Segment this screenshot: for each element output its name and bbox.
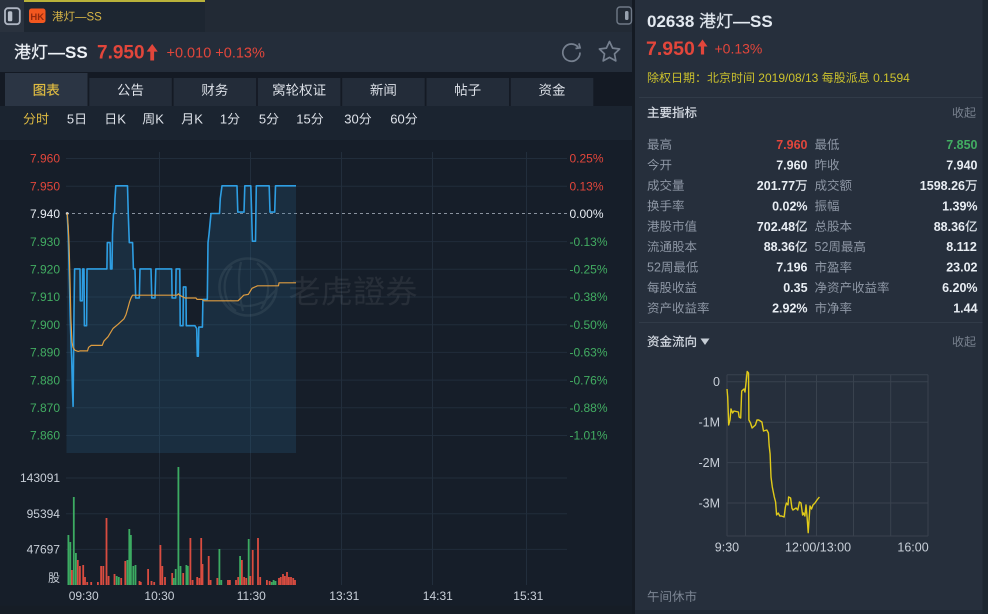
svg-text:30: 30 [344, 112, 358, 127]
svg-text:5: 5 [259, 112, 266, 127]
svg-text:2.92%: 2.92% [772, 302, 807, 316]
svg-text:-0.38%: -0.38% [570, 290, 608, 304]
svg-text:7.950: 7.950 [646, 38, 695, 60]
svg-text:0.25%: 0.25% [570, 152, 604, 166]
svg-text:-0.13%: -0.13% [570, 235, 608, 249]
svg-text:1598.26: 1598.26 [920, 179, 965, 193]
svg-text:02638: 02638 [647, 12, 694, 31]
svg-text:143091: 143091 [20, 471, 60, 485]
svg-text:K: K [194, 112, 203, 127]
svg-text:7.960: 7.960 [776, 138, 807, 152]
svg-text:09:30: 09:30 [69, 589, 99, 603]
svg-text:201.77: 201.77 [757, 179, 795, 193]
svg-text:0.02%: 0.02% [772, 199, 807, 213]
svg-text:—SS: —SS [48, 43, 88, 62]
svg-text:12:00/13:00: 12:00/13:00 [785, 541, 851, 555]
svg-text:7.196: 7.196 [776, 261, 807, 275]
svg-text:13:31: 13:31 [329, 589, 359, 603]
svg-text:+0.13%: +0.13% [715, 41, 763, 57]
svg-text:9:30: 9:30 [715, 541, 739, 555]
svg-text:0.00%: 0.00% [570, 207, 604, 221]
svg-text:+0.010: +0.010 [167, 46, 212, 62]
svg-text:52: 52 [647, 261, 661, 275]
svg-text:14:31: 14:31 [423, 589, 453, 603]
svg-text:-1.01%: -1.01% [570, 429, 608, 443]
svg-text:HK: HK [30, 12, 44, 23]
svg-text:7.960: 7.960 [776, 158, 807, 172]
svg-text:7.940: 7.940 [30, 207, 60, 221]
svg-text:23.02: 23.02 [946, 261, 977, 275]
svg-text:-3M: -3M [699, 496, 721, 510]
svg-text:7.950: 7.950 [97, 43, 145, 64]
svg-text:-2M: -2M [699, 456, 721, 470]
svg-text:2019/08/13: 2019/08/13 [758, 71, 818, 85]
svg-text:7.920: 7.920 [30, 263, 60, 277]
svg-text:7.950: 7.950 [30, 179, 60, 193]
svg-text:15:31: 15:31 [513, 589, 543, 603]
svg-text:16:00: 16:00 [897, 541, 928, 555]
svg-text:11:30: 11:30 [237, 589, 266, 603]
svg-text:-0.50%: -0.50% [570, 318, 608, 332]
svg-text:7.850: 7.850 [946, 138, 977, 152]
svg-text:K: K [155, 112, 164, 127]
svg-text:-0.63%: -0.63% [570, 346, 608, 360]
svg-text:7.860: 7.860 [30, 429, 60, 443]
svg-text:95394: 95394 [27, 507, 61, 521]
svg-text:0: 0 [713, 375, 720, 389]
svg-text:1: 1 [220, 112, 227, 127]
svg-text:—SS: —SS [75, 12, 102, 24]
svg-text:7.930: 7.930 [30, 235, 60, 249]
svg-text:1.44: 1.44 [953, 302, 977, 316]
svg-text:702.48: 702.48 [757, 220, 795, 234]
svg-text:7.940: 7.940 [946, 158, 977, 172]
svg-text:-1M: -1M [699, 416, 721, 430]
svg-text:5: 5 [67, 112, 74, 127]
svg-text:7.880: 7.880 [30, 373, 60, 387]
svg-text:60: 60 [390, 112, 404, 127]
svg-text:15: 15 [296, 112, 310, 127]
svg-text:-0.25%: -0.25% [570, 263, 608, 277]
svg-text:7.900: 7.900 [30, 318, 60, 332]
svg-text:47697: 47697 [27, 543, 61, 557]
svg-text:0.13%: 0.13% [570, 179, 604, 193]
svg-text:-0.76%: -0.76% [570, 373, 608, 387]
svg-text:7.960: 7.960 [30, 152, 60, 166]
svg-text:7.910: 7.910 [30, 290, 60, 304]
svg-text:88.36: 88.36 [764, 240, 795, 254]
svg-text:52: 52 [815, 240, 829, 254]
svg-text:+0.13%: +0.13% [215, 46, 265, 62]
svg-text:K: K [117, 112, 126, 127]
svg-text:—SS: —SS [733, 12, 773, 31]
svg-text:10:30: 10:30 [144, 589, 174, 603]
svg-text:-0.88%: -0.88% [570, 401, 608, 415]
svg-text:8.112: 8.112 [946, 240, 977, 254]
svg-text:88.36: 88.36 [934, 220, 965, 234]
svg-text:7.870: 7.870 [30, 401, 60, 415]
svg-text:6.20%: 6.20% [942, 281, 977, 295]
svg-text:0.1594: 0.1594 [873, 71, 910, 85]
svg-text:1.39%: 1.39% [942, 199, 977, 213]
svg-text:7.890: 7.890 [30, 346, 60, 360]
svg-text:0.35: 0.35 [783, 281, 807, 295]
